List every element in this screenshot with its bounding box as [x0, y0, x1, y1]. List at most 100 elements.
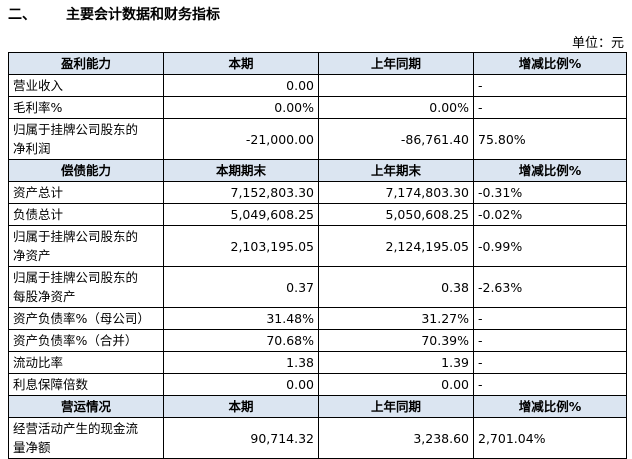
- cell-text: 0.37: [286, 279, 314, 295]
- cell: 0.00%: [318, 96, 474, 119]
- header-cell: 增减比例%: [473, 159, 627, 182]
- header-row: 盈利能力 本期 上年同期 增减比例%: [8, 52, 627, 75]
- cell-text: -0.02%: [478, 207, 523, 222]
- cell: -0.02%: [473, 203, 627, 226]
- cell-text: 流动比率: [13, 355, 64, 370]
- cell-text: -21,000.00: [245, 131, 314, 147]
- row-label: 归属于挂牌公司股东的净利润: [8, 118, 164, 160]
- cell-text: 75.80%: [478, 131, 526, 147]
- cell: -: [473, 329, 627, 352]
- cell: 70.39%: [318, 329, 474, 352]
- cell-text: 5,050,608.25: [385, 207, 470, 222]
- cell-text: 2,701.04%: [478, 430, 546, 446]
- row-label: 毛利率%: [8, 96, 164, 119]
- cell: 0.37: [163, 266, 319, 308]
- header-row: 营运情况 本期 上年同期 增减比例%: [8, 395, 627, 418]
- cell: -: [473, 74, 627, 97]
- row-label: 资产负债率%（母公司）: [8, 307, 164, 330]
- data-row: 资产总计 7,152,803.30 7,174,803.30 -0.31%: [8, 181, 627, 204]
- cell: -: [473, 96, 627, 119]
- heading-title: 主要会计数据和财务指标: [66, 7, 220, 23]
- cell: 7,152,803.30: [163, 181, 319, 204]
- cell: 0.00: [163, 373, 319, 396]
- data-row: 归属于挂牌公司股东的净利润 -21,000.00 -86,761.40 75.80%: [8, 118, 627, 160]
- cell-text: -: [478, 355, 483, 370]
- cell-text: 资产负债率%（母公司）: [13, 311, 150, 326]
- data-row: 经营活动产生的现金流量净额 90,714.32 3,238.60 2,701.04%: [8, 417, 627, 459]
- cell: 7,174,803.30: [318, 181, 474, 204]
- cell: 1.38: [163, 351, 319, 374]
- cell-text: 70.39%: [421, 333, 469, 348]
- cell-text: 营业收入: [13, 78, 64, 93]
- row-label: 经营活动产生的现金流量净额: [8, 417, 164, 459]
- cell-text: 归属于挂牌公司股东的每股净资产: [13, 270, 139, 304]
- data-row: 利息保障倍数 0.00 0.00-: [8, 373, 627, 396]
- cell: -21,000.00: [163, 118, 319, 160]
- cell-text: 0.00%: [429, 100, 469, 115]
- data-row: 归属于挂牌公司股东的每股净资产 0.37 0.38 -2.63%: [8, 266, 627, 308]
- cell: 70.68%: [163, 329, 319, 352]
- cell-text: 2,124,195.05: [385, 238, 470, 254]
- row-label: 负债总计: [8, 203, 164, 226]
- row-label: 利息保障倍数: [8, 373, 164, 396]
- cell-text: 31.48%: [266, 311, 314, 326]
- cell-text: 5,049,608.25: [230, 207, 315, 222]
- heading-number: 二、: [8, 7, 36, 23]
- cell-text: 2,103,195.05: [230, 238, 315, 254]
- cell: 75.80%: [473, 118, 627, 160]
- cell: -0.99%: [473, 225, 627, 267]
- cell-text: 负债总计: [13, 207, 64, 222]
- table: 盈利能力 本期 上年同期 增减比例% 营业收入 0.00- 毛利率% 0.00% 0.00% - 归…: [8, 52, 627, 459]
- cell-text: -: [478, 100, 483, 115]
- row-label: 资产负债率%（合并）: [8, 329, 164, 352]
- data-row: 毛利率% 0.00% 0.00% -: [8, 96, 627, 119]
- cell-text: -: [478, 333, 483, 348]
- header-cell: 营运情况: [8, 395, 164, 418]
- cell-text: 0.00: [441, 377, 469, 392]
- cell-text: 资产负债率%（合并）: [13, 333, 138, 348]
- header-cell: 本期: [163, 395, 319, 418]
- cell-text: 归属于挂牌公司股东的净资产: [13, 229, 139, 263]
- cell: -2.63%: [473, 266, 627, 308]
- header-cell: 上年期末: [318, 159, 474, 182]
- data-row: 资产负债率%（合并） 70.68% 70.39% -: [8, 329, 627, 352]
- cell: -86,761.40: [318, 118, 474, 160]
- cell-text: -86,761.40: [400, 131, 469, 147]
- cell: 90,714.32: [163, 417, 319, 459]
- data-row: 流动比率 1.38 1.39-: [8, 351, 627, 374]
- cell: 0.38: [318, 266, 474, 308]
- cell: -: [473, 351, 627, 374]
- cell-text: 0.38: [441, 279, 469, 295]
- cell: 5,050,608.25: [318, 203, 474, 226]
- header-cell: 本期期末: [163, 159, 319, 182]
- cell: 0.00: [163, 74, 319, 97]
- data-row: 归属于挂牌公司股东的净资产 2,103,195.05 2,124,195.05 -0.…: [8, 225, 627, 267]
- cell: [318, 74, 474, 97]
- row-label: 归属于挂牌公司股东的每股净资产: [8, 266, 164, 308]
- header-cell: 盈利能力: [8, 52, 164, 75]
- cell: -: [473, 373, 627, 396]
- data-row: 营业收入 0.00 -: [8, 74, 627, 97]
- header-cell: 上年同期: [318, 52, 474, 75]
- heading: 二、 主要会计数据和财务指标: [8, 4, 250, 24]
- row-label: 流动比率: [8, 351, 164, 374]
- cell-text: -: [478, 377, 483, 392]
- cell-text: 0.00%: [274, 100, 314, 115]
- header-cell: 本期: [163, 52, 319, 75]
- header-cell: 增减比例%: [473, 395, 627, 418]
- cell-text: 资产总计: [13, 185, 64, 200]
- cell-text: 7,152,803.30: [230, 185, 315, 200]
- cell: 31.48%: [163, 307, 319, 330]
- cell: 1.39: [318, 351, 474, 374]
- cell: -: [473, 307, 627, 330]
- cell-text: 0.00: [286, 377, 314, 392]
- cell-text: 毛利率%: [13, 100, 63, 115]
- table-body: 盈利能力 本期 上年同期 增减比例% 营业收入 0.00- 毛利率% 0.00% 0.00% - 归…: [8, 52, 627, 459]
- cell: 5,049,608.25: [163, 203, 319, 226]
- cell-text: 归属于挂牌公司股东的净利润: [13, 122, 139, 156]
- cell-text: 31.27%: [421, 311, 469, 326]
- cell-text: 0.00: [286, 78, 314, 93]
- cell-text: -: [478, 311, 483, 326]
- cell-text: -0.99%: [478, 238, 523, 254]
